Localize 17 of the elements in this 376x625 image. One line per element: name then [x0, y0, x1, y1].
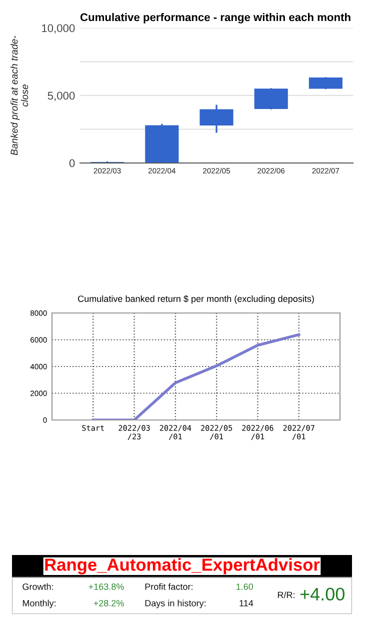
chart-title: Cumulative banked return $ per month (excluding deposits) [78, 295, 314, 304]
text: +4.00 [300, 588, 344, 601]
chart-title: Cumulative performance - range within each month [80, 13, 350, 24]
y-tick-label: 5,000 [48, 92, 75, 101]
text: Days in history: [145, 600, 206, 608]
text: Monthly: [22, 600, 56, 608]
text: Growth: [22, 583, 53, 590]
text: R/R: [278, 592, 294, 598]
text: Range_Automatic_ExpertAdvisor [45, 558, 320, 574]
y-tick-label: 0 [69, 159, 75, 168]
text: Profit factor: [145, 583, 192, 590]
text: +163.8% [88, 583, 124, 590]
y-axis-title: Banked profit at each trade- close [10, 36, 28, 156]
text: 114 [240, 600, 254, 606]
text: 1.60 [236, 583, 254, 590]
text: +28.2% [94, 600, 124, 606]
y-tick-label: 10,000 [42, 24, 75, 34]
